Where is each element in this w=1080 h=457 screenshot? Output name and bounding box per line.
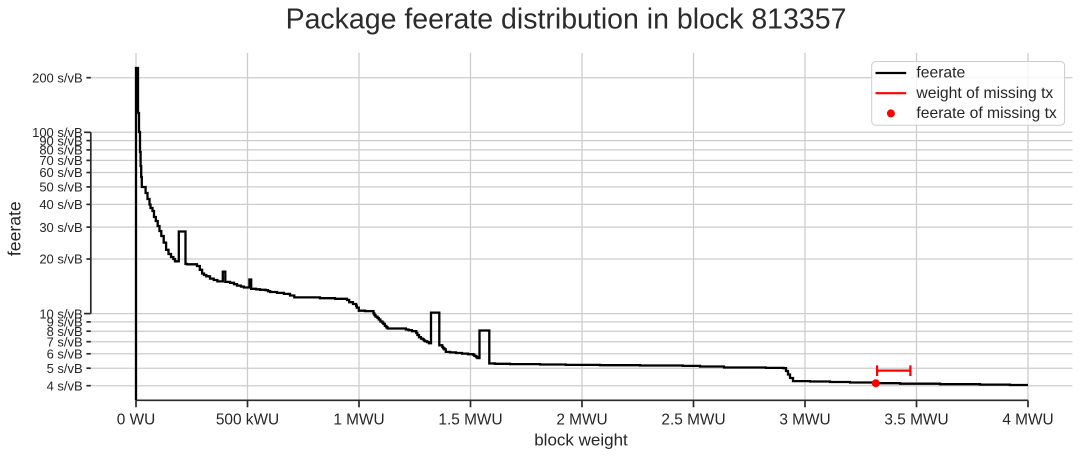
svg-text:4 s/vB: 4 s/vB bbox=[47, 378, 83, 393]
svg-text:90 s/vB: 90 s/vB bbox=[39, 133, 82, 148]
svg-text:1 MWU: 1 MWU bbox=[333, 412, 384, 429]
svg-text:Package feerate distribution i: Package feerate distribution in block 81… bbox=[286, 4, 847, 36]
svg-text:8 s/vB: 8 s/vB bbox=[47, 324, 83, 339]
svg-text:2.5 MWU: 2.5 MWU bbox=[661, 412, 725, 429]
svg-text:3 MWU: 3 MWU bbox=[779, 412, 830, 429]
svg-text:feerate: feerate bbox=[916, 65, 965, 82]
svg-text:4 MWU: 4 MWU bbox=[1002, 412, 1053, 429]
svg-text:10 s/vB: 10 s/vB bbox=[39, 306, 82, 321]
svg-text:50 s/vB: 50 s/vB bbox=[39, 180, 82, 195]
svg-text:200 s/vB: 200 s/vB bbox=[32, 70, 83, 85]
svg-text:6 s/vB: 6 s/vB bbox=[47, 347, 83, 362]
svg-text:weight of missing tx: weight of missing tx bbox=[915, 85, 1053, 102]
svg-text:7 s/vB: 7 s/vB bbox=[47, 334, 83, 349]
svg-text:0 WU: 0 WU bbox=[117, 412, 155, 429]
svg-text:feerate of missing tx: feerate of missing tx bbox=[916, 105, 1057, 122]
svg-text:9 s/vB: 9 s/vB bbox=[47, 315, 83, 330]
svg-text:feerate: feerate bbox=[4, 201, 24, 256]
svg-text:20 s/vB: 20 s/vB bbox=[39, 252, 82, 267]
svg-text:60 s/vB: 60 s/vB bbox=[39, 165, 82, 180]
svg-text:100 s/vB: 100 s/vB bbox=[32, 125, 83, 140]
svg-text:30 s/vB: 30 s/vB bbox=[39, 220, 82, 235]
svg-text:5 s/vB: 5 s/vB bbox=[47, 361, 83, 376]
svg-text:1.5 MWU: 1.5 MWU bbox=[438, 412, 502, 429]
svg-text:block weight: block weight bbox=[534, 430, 628, 449]
svg-text:40 s/vB: 40 s/vB bbox=[39, 197, 82, 212]
svg-text:500 kWU: 500 kWU bbox=[216, 412, 279, 429]
svg-text:80 s/vB: 80 s/vB bbox=[39, 143, 82, 158]
svg-text:70 s/vB: 70 s/vB bbox=[39, 153, 82, 168]
svg-text:2 MWU: 2 MWU bbox=[556, 412, 607, 429]
svg-text:3.5 MWU: 3.5 MWU bbox=[884, 412, 948, 429]
